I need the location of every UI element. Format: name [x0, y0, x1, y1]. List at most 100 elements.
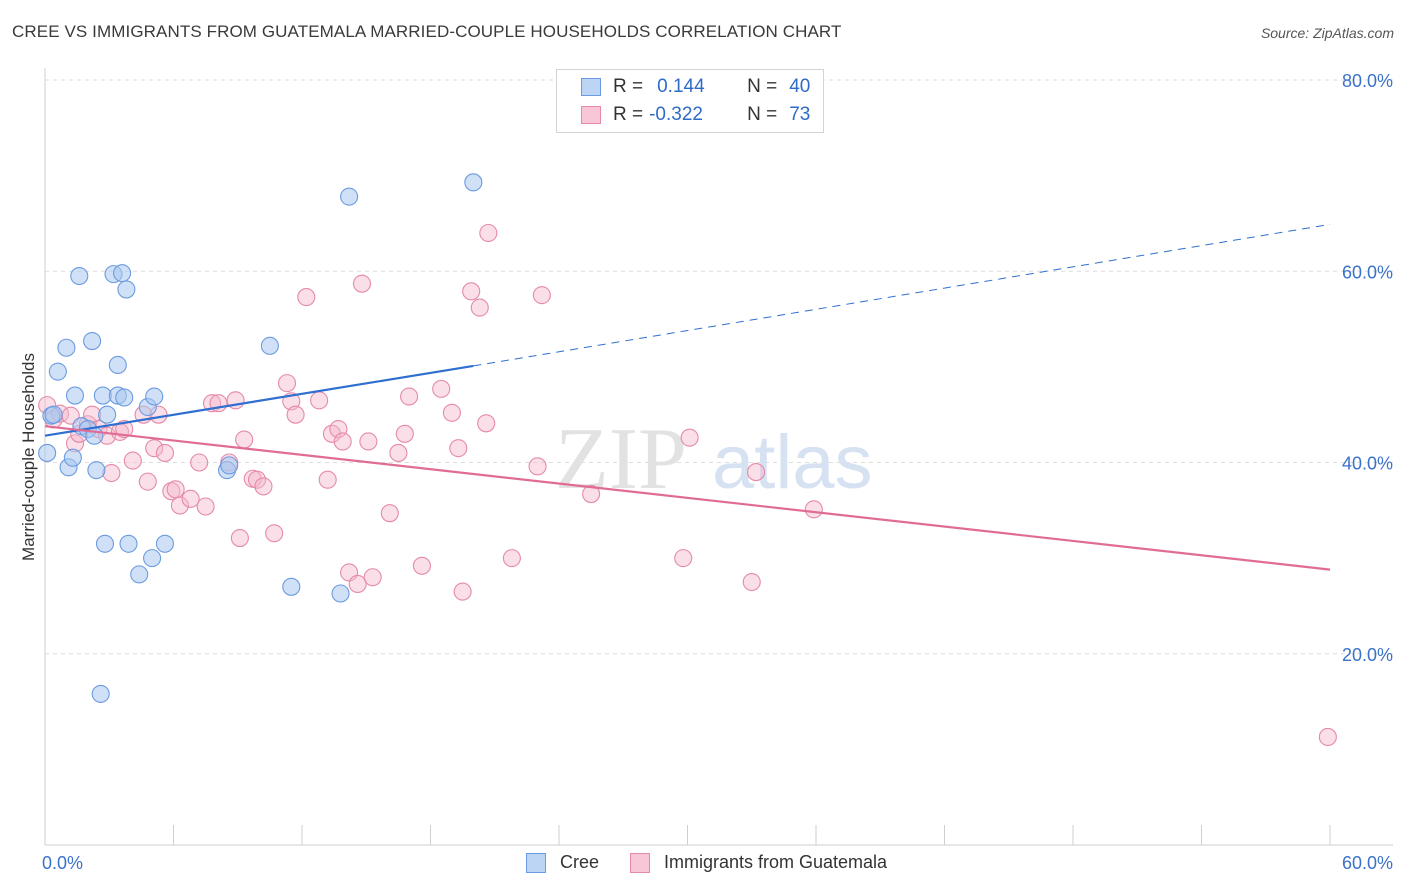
cree-point	[340, 187, 359, 206]
guatemala-point	[352, 274, 372, 293]
guatemala-point	[138, 472, 157, 491]
x-tick-label-min: 0.0%	[42, 853, 83, 873]
legend-r-cree: 0.144	[657, 76, 705, 97]
guatemala-point	[297, 288, 316, 307]
source-label: Source: ZipAtlas.com	[1260, 25, 1394, 41]
guatemala-point	[462, 282, 481, 301]
guatemala-point	[449, 439, 468, 458]
guatemala-point	[674, 549, 693, 568]
cree-point	[87, 461, 106, 480]
guatemala-point	[528, 457, 547, 476]
bottom-swatch-guatemala	[630, 852, 650, 873]
bottom-swatch-cree	[526, 852, 546, 873]
y-tick-label: 80.0%	[1342, 71, 1393, 91]
legend-row-cree: R = 0.144 N = 40	[557, 73, 810, 101]
cree-point	[98, 405, 117, 424]
guatemala-point	[230, 528, 249, 548]
guatemala-point	[477, 414, 496, 433]
guatemala-point	[155, 443, 174, 462]
guatemala-point	[442, 403, 461, 422]
guatemala-point	[145, 439, 164, 458]
cree-point	[117, 280, 136, 299]
cree-point	[282, 577, 301, 596]
legend-n-label: N =	[747, 76, 778, 97]
cree-point	[145, 387, 164, 406]
cree-point	[57, 338, 76, 357]
guatemala-point	[170, 496, 189, 515]
legend-row-guatemala: R = -0.322 N = 73	[557, 101, 810, 129]
guatemala-point	[432, 379, 451, 398]
legend-r-guatemala: -0.322	[649, 104, 703, 125]
cree-point	[115, 388, 134, 407]
cree-point	[70, 266, 89, 286]
guatemala-point	[166, 480, 185, 499]
bottom-legend-label-cree: Cree	[560, 852, 600, 872]
cree-point	[113, 264, 132, 283]
guatemala-point	[235, 430, 254, 449]
cree-point	[65, 386, 85, 405]
guatemala-points	[38, 223, 1337, 746]
y-tick-label: 60.0%	[1342, 262, 1393, 282]
chart-title: CREE VS IMMIGRANTS FROM GUATEMALA MARRIE…	[12, 22, 842, 41]
bottom-legend-label-guatemala: Immigrants from Guatemala	[664, 852, 888, 872]
guatemala-point	[115, 419, 134, 439]
guatemala-point	[395, 424, 414, 443]
tick-labels: 20.0% 40.0% 60.0% 80.0% 0.0% 60.0%	[42, 71, 1393, 873]
guatemala-trend-line	[44, 425, 1331, 571]
bottom-legend-guatemala: Immigrants from Guatemala	[630, 852, 887, 873]
cree-point	[331, 584, 350, 603]
guatemala-point	[453, 582, 472, 601]
cree-point	[91, 684, 110, 703]
legend: R = 0.144 N = 40 R = -0.322 N = 73	[556, 69, 824, 133]
cree-point	[130, 565, 149, 584]
guatemala-point	[742, 572, 761, 592]
guatemala-point	[286, 405, 305, 424]
guatemala-point	[196, 497, 215, 516]
guatemala-point	[359, 432, 378, 451]
watermark-atlas: atlas	[712, 420, 873, 505]
guatemala-point	[1318, 727, 1337, 746]
guatemala-point	[123, 451, 142, 470]
guatemala-point	[181, 489, 200, 508]
guatemala-point	[380, 504, 399, 523]
guatemala-point	[400, 387, 419, 406]
cree-point	[155, 534, 174, 553]
legend-n-cree: 40	[789, 76, 811, 97]
guatemala-point	[470, 298, 489, 317]
guatemala-point	[254, 477, 273, 496]
cree-point	[38, 443, 57, 462]
guatemala-point	[363, 568, 382, 587]
legend-swatch-cree	[581, 78, 601, 96]
guatemala-point	[502, 549, 521, 568]
guatemala-point	[277, 374, 297, 393]
bottom-legend-cree: Cree	[526, 852, 599, 873]
cree-point	[95, 534, 115, 553]
guatemala-point	[318, 470, 337, 489]
cree-trend-line	[44, 364, 474, 437]
trend-lines	[44, 223, 1331, 571]
guatemala-point	[804, 500, 823, 519]
guatemala-point	[680, 428, 699, 447]
gridlines	[45, 79, 1393, 655]
cree-point	[63, 448, 82, 467]
guatemala-point	[247, 470, 267, 489]
guatemala-point	[746, 463, 766, 482]
watermark: ZIP atlas	[555, 411, 873, 508]
guatemala-point	[265, 524, 284, 543]
guatemala-point	[310, 391, 329, 410]
y-tick-label: 40.0%	[1342, 454, 1393, 474]
guatemala-point	[582, 485, 601, 504]
guatemala-point	[532, 286, 551, 305]
y-tick-label: 20.0%	[1342, 645, 1393, 665]
x-tick-label-max: 60.0%	[1342, 853, 1393, 873]
legend-r-label: R =	[613, 76, 644, 97]
cree-point	[220, 456, 239, 475]
guatemala-point	[348, 574, 367, 593]
cree-trend-extension	[473, 223, 1331, 367]
cree-point	[108, 355, 127, 375]
cree-point	[143, 549, 162, 568]
watermark-zip: ZIP	[555, 411, 687, 508]
cree-point	[83, 332, 102, 351]
legend-n-label: N =	[747, 104, 778, 125]
